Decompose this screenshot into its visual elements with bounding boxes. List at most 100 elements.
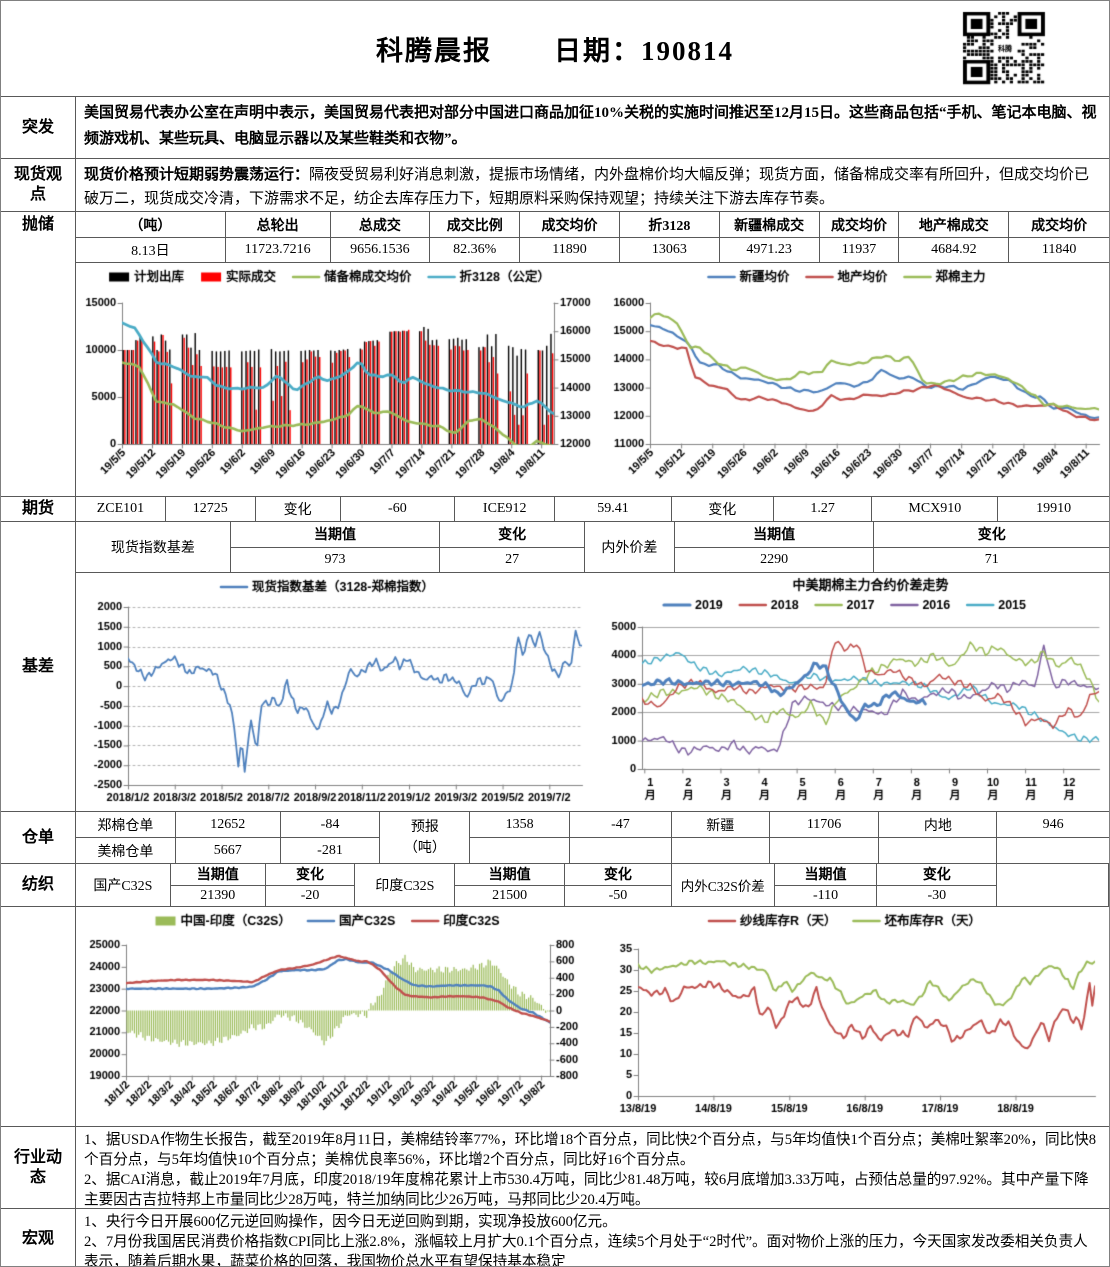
spot-view-lead: 现货价格预计短期弱势震荡运行： <box>84 167 310 183</box>
reserve-header: 成交比例 <box>430 212 521 237</box>
empty-cell <box>997 837 1109 863</box>
india-current-value: 21500 <box>455 884 565 907</box>
reserve-value: 8.13日 <box>76 238 226 262</box>
reserve-value: 4971.23 <box>720 238 820 262</box>
india-c32s-name: 印度C32S <box>355 864 456 906</box>
macro-news-label: 宏观 <box>1 1209 76 1266</box>
reserve-header: 新疆棉成交 <box>720 212 820 237</box>
forecast-change: -47 <box>611 816 630 832</box>
reserve-header: 成交均价 <box>820 212 900 237</box>
reserve-header: （吨） <box>76 212 226 237</box>
india-current-header: 当期值 <box>488 868 531 884</box>
breaking-news-row: 突发 美国贸易代表办公室在声明中表示，美国贸易代表把对部分中国进口商品加征10%… <box>1 96 1109 158</box>
futures-cell: ZCE101 <box>76 497 166 521</box>
basis-current-value: 973 <box>230 546 440 573</box>
zce-warrant-name: 郑棉仓单 <box>97 818 154 834</box>
spread-change-header: 变化 <box>977 528 1006 544</box>
report-date: 日期：190814 <box>554 36 734 66</box>
futures-row: 期货 ZCE101 12725 变化 -60 ICE912 59.41 变化 1… <box>1 496 1109 521</box>
empty-cell <box>671 837 769 863</box>
spot-view-label: 现货观点 <box>1 159 76 211</box>
warrants-label: 仓单 <box>1 812 76 863</box>
reserve-value: 4684.92 <box>899 238 1010 262</box>
futures-cell: 19910 <box>1036 501 1072 516</box>
basis-section: 基差 现货指数基差 当期值 973 变化 27 内外价差 当期值 2290 变 <box>1 521 1109 811</box>
futures-cell: 59.41 <box>555 497 672 521</box>
industry-news-item: 1、据USDA作物生长报告，截至2019年8月11日，美棉结铃率77%，环比增1… <box>84 1132 1097 1169</box>
reserve-header: 折3128 <box>620 212 720 237</box>
india-change-header: 变化 <box>603 868 632 884</box>
reserve-section: 抛储 （吨） 总轮出 总成交 成交比例 成交均价 折3128 新疆棉成交 成交均… <box>1 211 1109 496</box>
spread-current-value: 2290 <box>674 546 874 573</box>
macro-news-item: 1、央行今日开展600亿元逆回购操作，因今日无逆回购到期，实现净投放600亿元。 <box>84 1214 617 1230</box>
spread-group-name: 内外价差 <box>585 522 675 572</box>
futures-cell: 12725 <box>166 497 256 521</box>
spot-view-body: 隔夜受贸易利好消息刺激，提振市场情绪，内外盘棉价均大幅反弹；现货方面，储备棉成交… <box>84 167 1090 207</box>
spot-view-text: 现货价格预计短期弱势震荡运行：隔夜受贸易利好消息刺激，提振市场情绪，内外盘棉价均… <box>76 159 1109 211</box>
breaking-news-label: 突发 <box>1 97 76 158</box>
reserve-value: 9656.1536 <box>331 238 431 262</box>
empty-cell <box>570 837 671 863</box>
reserve-sales-chart <box>76 263 600 496</box>
spot-price-chart <box>600 263 1109 496</box>
empty-label-cell <box>1 907 76 1126</box>
c32s-spread-current-header: 当期值 <box>804 868 847 884</box>
reserve-header: 成交均价 <box>1031 218 1088 234</box>
qr-code <box>959 8 1051 90</box>
domestic-current-header: 当期值 <box>196 868 239 884</box>
industry-news-label: 行业动态 <box>1 1127 76 1208</box>
inventory-chart <box>596 907 1109 1126</box>
reserve-header: 地产棉成交 <box>899 212 1010 237</box>
textile-section: 纺织 国产C32S 当期值 21390 变化 -20 印度C32S 当期值 21… <box>1 863 1109 906</box>
domestic-change-value: -20 <box>265 884 355 907</box>
futures-cell: 变化 <box>672 497 774 521</box>
domestic-c32s-name: 国产C32S <box>76 864 171 906</box>
india-change-value: -50 <box>565 884 671 907</box>
us-cn-spread-chart <box>596 573 1109 811</box>
forecast-value: 1358 <box>505 816 534 832</box>
page-title: 科腾晨报 <box>376 36 492 66</box>
reserve-value: 11890 <box>520 238 620 262</box>
forecast-unit-cell: 预报（吨） <box>380 812 471 863</box>
basis-table: 现货指数基差 当期值 973 变化 27 内外价差 当期值 2290 变化 71 <box>76 522 1109 572</box>
reserve-table: （吨） 总轮出 总成交 成交比例 成交均价 折3128 新疆棉成交 成交均价 地… <box>76 212 1109 262</box>
industry-news-section: 行业动态 1、据USDA作物生长报告，截至2019年8月11日，美棉结铃率77%… <box>1 1126 1109 1208</box>
reserve-label: 抛储 <box>1 212 76 496</box>
basis-current-header: 当期值 <box>314 528 356 544</box>
breaking-news-text: 美国贸易代表办公室在声明中表示，美国贸易代表把对部分中国进口商品加征10%关税的… <box>84 105 1097 147</box>
basis-change-header: 变化 <box>498 528 527 544</box>
futures-cell: ICE912 <box>455 497 556 521</box>
textile-label: 纺织 <box>1 864 76 906</box>
empty-cell <box>997 864 1109 906</box>
reserve-value: 13063 <box>620 238 720 262</box>
reserve-header: 成交均价 <box>520 212 620 237</box>
reserve-value: 82.36% <box>430 238 521 262</box>
futures-cell: 1.27 <box>774 497 873 521</box>
zce-warrant-change: -84 <box>320 816 340 832</box>
reserve-value: 11840 <box>1041 242 1077 257</box>
macro-news-section: 宏观 1、央行今日开展600亿元逆回购操作，因今日无逆回购到期，实现净投放600… <box>1 1208 1109 1266</box>
domestic-current-value: 21390 <box>170 884 265 907</box>
xinjiang-value: 11706 <box>806 816 842 832</box>
reserve-value: 11937 <box>820 238 900 262</box>
report-header: 科腾晨报 日期：190814 <box>1 1 1109 96</box>
warrants-section: 仓单 郑棉仓单 美棉仓单 12652 5667 -84 -281 预报（吨） 1… <box>1 811 1109 863</box>
futures-cell: 变化 <box>256 497 341 521</box>
basis-change-value: 27 <box>440 546 585 573</box>
spread-change-value: 71 <box>874 546 1109 573</box>
zce-warrant-value: 12652 <box>210 816 246 832</box>
xinjiang-label: 新疆 <box>706 818 735 834</box>
spread-current-header: 当期值 <box>753 528 796 544</box>
futures-cell: -60 <box>341 497 456 521</box>
spot-view-row: 现货观点 现货价格预计短期弱势震荡运行：隔夜受贸易利好消息刺激，提振市场情绪，内… <box>1 158 1109 211</box>
empty-cell <box>879 837 997 863</box>
reserve-header: 总轮出 <box>226 212 331 237</box>
us-warrant-change: -281 <box>280 837 380 863</box>
basis-group-name: 现货指数基差 <box>76 522 231 572</box>
basis-chart <box>76 573 596 811</box>
reserve-header: 总成交 <box>331 212 431 237</box>
c32s-spread-name: 内外C32S价差 <box>672 864 775 906</box>
inland-label: 内地 <box>923 818 952 834</box>
textile-charts-row <box>1 906 1109 1126</box>
